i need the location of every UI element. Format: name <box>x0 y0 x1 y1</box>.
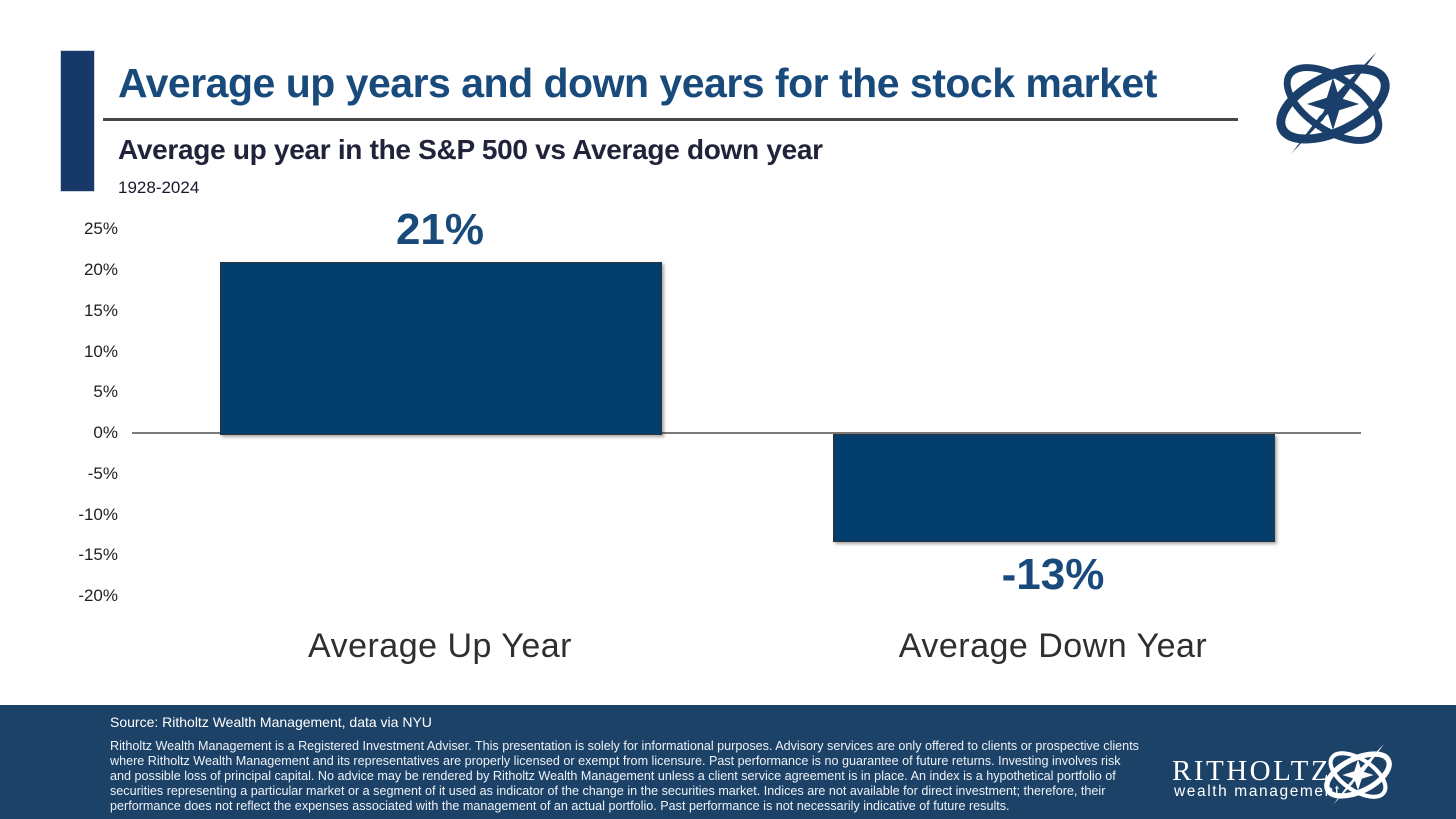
y-axis-tick-label: 25% <box>83 219 118 239</box>
category-label: Average Up Year <box>308 627 572 665</box>
y-axis-tick-label: -15% <box>78 545 118 565</box>
y-axis-tick-label: -20% <box>78 586 118 605</box>
footer-brand-name: RITHOLTZ <box>1172 755 1332 787</box>
title-accent-bar <box>60 50 95 192</box>
ritholtz-compass-logo-icon <box>1316 738 1400 812</box>
date-range-label: 1928-2024 <box>118 178 200 197</box>
disclaimer-text: Ritholtz Wealth Management is a Register… <box>110 739 1139 814</box>
y-axis-tick-label: 10% <box>83 341 118 361</box>
ritholtz-compass-logo-icon <box>1262 42 1404 166</box>
footer-brand-subtitle: wealth management <box>1174 783 1341 800</box>
bar-value-label: 21% <box>395 204 485 254</box>
bar-average-up-year <box>220 261 662 435</box>
y-axis-tick-label: 5% <box>93 382 118 402</box>
category-label: Average Down Year <box>898 627 1208 665</box>
bar-value-label: -13% <box>1001 549 1105 599</box>
y-axis-tick-label: 0% <box>93 423 118 442</box>
y-axis-tick-label: 20% <box>83 260 118 279</box>
page-title: Average up years and down years for the … <box>118 60 1157 106</box>
y-axis-tick-label: -10% <box>78 504 118 524</box>
chart-subtitle: Average up year in the S&P 500 vs Averag… <box>118 134 823 165</box>
y-axis-tick-label: -5% <box>87 463 118 483</box>
title-divider <box>103 118 1238 121</box>
y-axis-tick-label: 15% <box>83 300 118 320</box>
x-axis-line <box>132 432 1361 434</box>
source-note: Source: Ritholtz Wealth Management, data… <box>110 714 432 730</box>
footer: Source: Ritholtz Wealth Management, data… <box>0 705 1456 819</box>
bar-average-down-year <box>833 434 1275 542</box>
